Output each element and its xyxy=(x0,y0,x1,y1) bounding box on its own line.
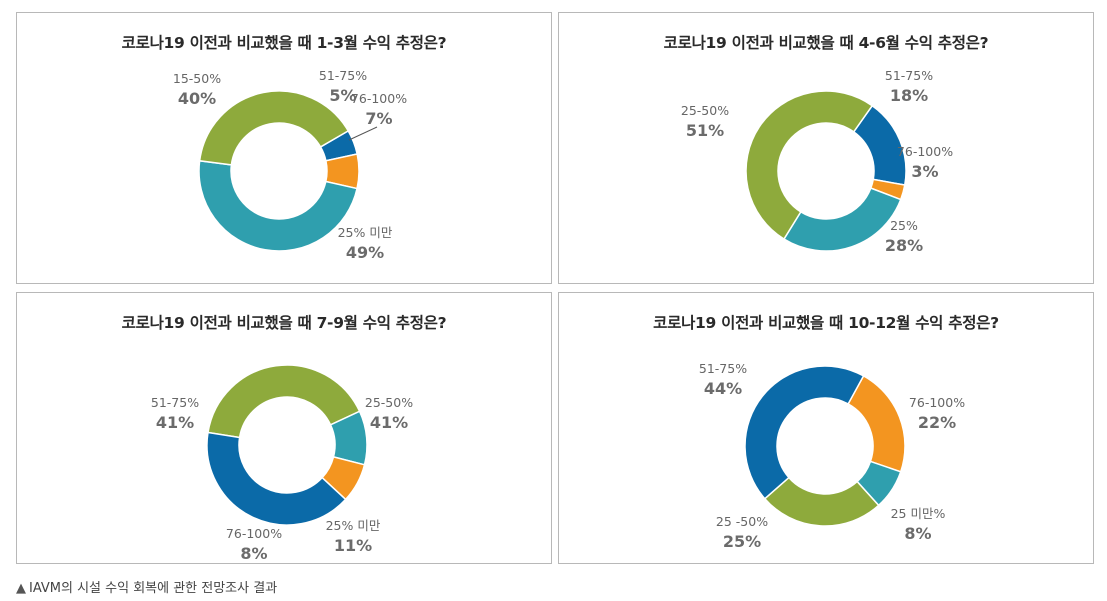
slice-category-label: 25 -50% xyxy=(716,514,768,529)
slice-value-label: 18% xyxy=(890,86,928,105)
donut-chart-q1: 코로나19 이전과 비교했을 때 1-3월 수익 추정은? 51-75% 5% 76… xyxy=(16,12,552,284)
donut-slice-3 xyxy=(782,187,902,252)
slice-value-label: 51% xyxy=(686,121,724,140)
donut-chart-q3: 코로나19 이전과 비교했을 때 7-9월 수익 추정은? 25-50% 41% 2… xyxy=(16,292,552,564)
slice-category-label: 25% 미만 xyxy=(338,225,393,240)
slice-value-label: 11% xyxy=(334,536,372,555)
slice-category-label: 51-75% xyxy=(319,68,367,83)
donut-slice-3 xyxy=(198,159,358,252)
slice-category-label: 25-50% xyxy=(365,395,413,410)
slice-category-label: 76-100% xyxy=(909,395,965,410)
slice-category-label: 51-75% xyxy=(699,361,747,376)
slice-value-label: 8% xyxy=(904,524,931,543)
slice-value-label: 7% xyxy=(365,109,392,128)
slice-value-label: 40% xyxy=(178,89,216,108)
chart-title-q3: 코로나19 이전과 비교했을 때 7-9월 수익 추정은? xyxy=(121,314,447,332)
chart-title-q4: 코로나19 이전과 비교했을 때 10-12월 수익 추정은? xyxy=(653,314,999,332)
triangle-up-icon: ▲ xyxy=(16,581,26,596)
slice-category-label: 51-75% xyxy=(885,68,933,83)
footnote-text: IAVM의 시설 수익 회복에 관한 전망조사 결과 xyxy=(29,581,278,596)
slice-value-label: 49% xyxy=(346,243,384,262)
slice-category-label: 76-100% xyxy=(226,526,282,541)
slice-category-label: 25% 미만 xyxy=(326,518,381,533)
slice-category-label: 76-100% xyxy=(351,91,407,106)
slice-category-label: 25 미만% xyxy=(891,506,946,521)
donut-chart-q2: 코로나19 이전과 비교했을 때 4-6월 수익 추정은? 51-75% 18% 7… xyxy=(558,12,1094,284)
slice-value-label: 5% xyxy=(329,86,356,105)
leader-line xyxy=(348,126,378,141)
donut-svg-q4: 76-100% 22% 25 미만% 8% 25 -50% 25% 51-75% 44% xyxy=(699,361,965,551)
donut-slice-4 xyxy=(206,431,347,526)
slice-value-label: 22% xyxy=(918,413,956,432)
donut-svg-q1: 51-75% 5%76-100% 7% 25% 미만 49% 15-50% 40% xyxy=(173,68,407,262)
donut-slice-1 xyxy=(207,364,361,439)
donut-svg-q2: 51-75% 18% 76-100% 3% 25% 28% 25-50% 51% xyxy=(681,68,953,255)
donut-slice-4 xyxy=(198,90,350,166)
chart-title-q1: 코로나19 이전과 비교했을 때 1-3월 수익 추정은? xyxy=(121,34,447,52)
slice-value-label: 41% xyxy=(156,413,194,432)
slice-value-label: 28% xyxy=(885,236,923,255)
slice-value-label: 25% xyxy=(723,532,761,551)
donut-slice-4 xyxy=(744,365,865,500)
donut-svg-q3: 25-50% 41% 25% 미만 11% 76-100% 8% 51-75% 41% xyxy=(151,364,413,563)
slice-category-label: 25% xyxy=(890,218,918,233)
slice-value-label: 41% xyxy=(370,413,408,432)
footnote: ▲ IAVM의 시설 수익 회복에 관한 전망조사 결과 xyxy=(16,577,277,596)
slice-category-label: 76-100% xyxy=(897,144,953,159)
slice-category-label: 51-75% xyxy=(151,395,199,410)
donut-slice-4 xyxy=(745,90,874,241)
slice-category-label: 25-50% xyxy=(681,103,729,118)
donut-slice-1 xyxy=(847,374,906,473)
slice-value-label: 8% xyxy=(240,544,267,563)
slice-value-label: 44% xyxy=(704,379,742,398)
donut-chart-q4: 코로나19 이전과 비교했을 때 10-12월 수익 추정은? 76-100% 2… xyxy=(558,292,1094,564)
slice-value-label: 3% xyxy=(911,162,938,181)
chart-title-q2: 코로나19 이전과 비교했을 때 4-6월 수익 추정은? xyxy=(663,34,989,52)
slice-category-label: 15-50% xyxy=(173,71,221,86)
